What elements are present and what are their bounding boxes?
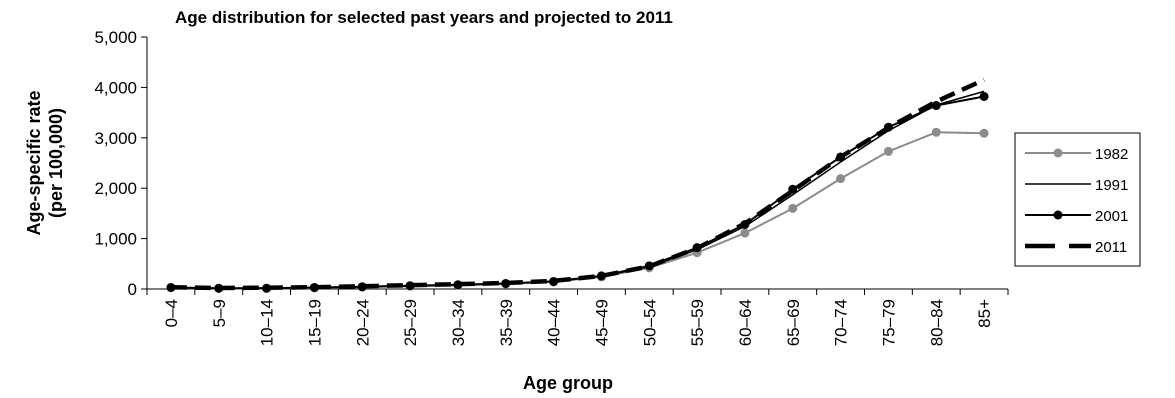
series-2001: [166, 91, 989, 293]
legend-marker: [1053, 210, 1063, 220]
x-tick-label: 40–44: [545, 299, 564, 346]
y-tick-label: 5,000: [94, 28, 137, 47]
x-tick-label: 80–84: [927, 299, 946, 346]
x-axis-title: Age group: [523, 373, 613, 393]
x-tick-label: 5–9: [210, 299, 229, 327]
y-tick-label: 1,000: [94, 230, 137, 249]
series-2011: [170, 77, 986, 291]
x-tick-label: 85+: [975, 299, 994, 328]
data-point: [788, 203, 798, 213]
data-point: [931, 101, 941, 111]
x-tick-label: 15–19: [305, 299, 324, 346]
series-line-1991: [170, 90, 985, 289]
x-tick-label: 30–34: [449, 299, 468, 346]
legend-item: 1982: [1025, 146, 1128, 163]
y-axis-title: Age-specific rate: [24, 90, 44, 235]
data-point: [979, 128, 989, 138]
x-tick-label: 50–54: [640, 299, 659, 346]
data-point: [979, 91, 989, 101]
x-tick-label: 35–39: [497, 299, 516, 346]
series-1991: [170, 90, 985, 289]
x-tick-label: 20–24: [353, 299, 372, 346]
axes: 0 1,000 2,000 3,000 4,000 5,000 0–4 5–9 10–14 15–…: [94, 28, 1009, 346]
x-tick-label: 65–69: [784, 299, 803, 346]
x-tick-label: 0–4: [162, 299, 181, 327]
y-tick-label: 0: [128, 280, 137, 299]
data-point: [788, 184, 798, 194]
y-tick-label: 2,000: [94, 179, 137, 198]
x-tick-label: 60–64: [736, 299, 755, 346]
series-group: [166, 77, 989, 293]
series-line-2001: [170, 95, 985, 290]
legend-item: 1991: [1025, 177, 1128, 194]
y-axis-subtitle: (per 100,000): [46, 108, 66, 218]
x-tick-label: 75–79: [879, 299, 898, 346]
x-tick-label: 25–29: [401, 299, 420, 346]
legend: 1982 1991 2001 2011: [1014, 132, 1141, 267]
data-point: [931, 127, 941, 137]
legend-marker: [1053, 148, 1063, 158]
legend-label: 1991: [1095, 177, 1128, 194]
series-line-2011: [170, 77, 986, 291]
legend-label: 1982: [1095, 146, 1128, 163]
legend-item: 2001: [1025, 208, 1128, 225]
series-line-1982: [170, 131, 985, 290]
x-tick-label: 70–74: [832, 299, 851, 346]
chart-title: Age distribution for selected past years…: [175, 8, 673, 27]
legend-label: 2001: [1095, 208, 1128, 225]
data-point: [740, 228, 750, 238]
x-tick-label: 55–59: [688, 299, 707, 346]
y-tick-label: 3,000: [94, 129, 137, 148]
x-tick-label: 10–14: [258, 299, 277, 346]
legend-item: 2011: [1025, 239, 1127, 256]
x-tick-label: 45–49: [592, 299, 611, 346]
y-tick-label: 4,000: [94, 78, 137, 97]
legend-label: 2011: [1095, 239, 1127, 256]
data-point: [836, 174, 846, 184]
series-1982: [166, 127, 989, 293]
data-point: [883, 146, 893, 156]
